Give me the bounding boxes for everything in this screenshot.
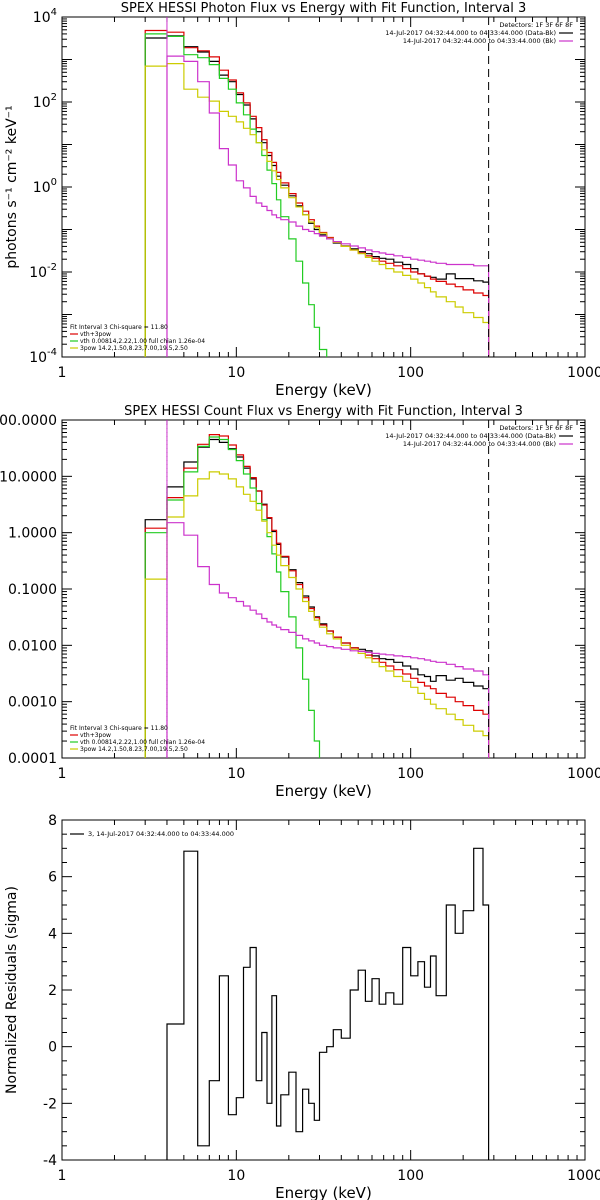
y-tick-label: 10-4 — [29, 347, 57, 366]
legend-label: vth 0.00814,2.22,1.00 full chian 1.26e-0… — [80, 739, 205, 746]
legend-label: 3, 14-Jul-2017 04:32:44.000 to 04:33:44.… — [88, 830, 234, 838]
x-tick-label: 1 — [58, 766, 67, 782]
x-tick-label: 100 — [397, 766, 424, 782]
y-tick-exponent: 2 — [51, 92, 57, 103]
x-tick-label: 100 — [397, 1168, 424, 1184]
y-tick-label: 10-2 — [29, 262, 57, 281]
x-axis-label: Energy (keV) — [275, 782, 372, 800]
y-axis-label: photons s⁻¹ cm⁻² keV⁻¹ — [4, 105, 20, 268]
series-group — [144, 434, 490, 758]
legend-bottom: Fit Interval 3 Chi-square = 11.80vth+3po… — [70, 725, 205, 753]
legend-label: vth+3pow — [80, 331, 111, 338]
series-group — [144, 29, 490, 357]
legend-label: 3pow 14.2,1.50,8.23,7.00,19.5,2.50 — [80, 345, 188, 352]
x-axis-label: Energy (keV) — [275, 1184, 372, 1200]
legend-label: Fit Interval 3 Chi-square = 11.80 — [70, 725, 168, 732]
x-tick-label: 1000 — [567, 365, 600, 381]
legend-bottom: Fit Interval 3 Chi-square = 11.80vth+3po… — [70, 324, 205, 352]
y-tick-label: 0.0010 — [8, 695, 57, 711]
y-tick-label: -2 — [43, 1096, 57, 1112]
y-tick-label: 0.0001 — [8, 751, 57, 767]
y-tick-label: 1.0000 — [8, 526, 57, 542]
series-group — [166, 847, 490, 1160]
x-tick-label: 10 — [227, 365, 245, 381]
x-tick-label: 1000 — [567, 766, 600, 782]
y-tick-label: 4 — [48, 926, 57, 942]
y-tick-exponent: 4 — [51, 7, 57, 18]
y-tick-label: 100.0000 — [0, 413, 57, 429]
series-vth-3pow — [144, 434, 490, 758]
plot-frame — [61, 16, 586, 358]
y-tick-exponent: -4 — [47, 347, 57, 358]
y-tick-label: 100 — [33, 177, 57, 196]
series-data-bk — [144, 35, 490, 357]
y-tick-label: 0.0100 — [8, 638, 57, 654]
y-tick-label: 0.1000 — [8, 582, 57, 598]
x-tick-label: 100 — [397, 365, 424, 381]
legend-label: vth+3pow — [80, 732, 111, 739]
chart-title: SPEX HESSI Photon Flux vs Energy with Fi… — [121, 1, 527, 16]
series-bk — [166, 522, 490, 758]
series-residuals — [166, 847, 490, 1160]
series-vth-3pow — [144, 29, 490, 357]
legend-label: 14-Jul-2017 04:32:44.000 to 04:33:44.000… — [385, 432, 556, 440]
plot-frame — [61, 819, 586, 1161]
series-vth — [144, 436, 328, 758]
chart-title: SPEX HESSI Count Flux vs Energy with Fit… — [124, 404, 523, 419]
legend-label: Detectors: 1F 3F 6F 8F — [499, 424, 573, 432]
legend-label: 14-Jul-2017 04:32:44.000 to 04:33:44.000… — [403, 440, 556, 448]
y-tick-exponent: -2 — [47, 262, 57, 273]
series-vth — [144, 33, 334, 357]
y-tick-label: 6 — [48, 870, 57, 886]
x-tick-label: 10 — [227, 1168, 245, 1184]
y-tick-base: 10 — [33, 95, 51, 111]
x-tick-label: 1 — [58, 365, 67, 381]
legend-label: 14-Jul-2017 04:32:44.000 to 04:33:44.000… — [403, 37, 556, 45]
y-tick-label: -4 — [43, 1153, 57, 1169]
legend-label: 14-Jul-2017 04:32:44.000 to 04:33:44.000… — [385, 29, 556, 37]
legend-label: 3pow 14.2,1.50,8.23,7.00,19.5,2.50 — [80, 746, 188, 753]
legend-top: 3, 14-Jul-2017 04:32:44.000 to 04:33:44.… — [70, 830, 234, 838]
series-data-bk — [144, 438, 490, 758]
series-3pow — [144, 63, 490, 357]
x-tick-label: 1000 — [567, 1168, 600, 1184]
y-tick-base: 10 — [29, 265, 47, 281]
y-tick-exponent: 0 — [51, 177, 57, 188]
chart-panel-2: 1 10 100 1000 0.0001 0.0010 0.0100 0.1000 1.0000… — [0, 404, 600, 800]
y-tick-base: 10 — [33, 10, 51, 26]
x-tick-label: 1 — [58, 1168, 67, 1184]
series-bk — [166, 55, 490, 357]
x-tick-label: 10 — [227, 766, 245, 782]
y-tick-base: 10 — [29, 350, 47, 366]
y-tick-label: 2 — [48, 983, 57, 999]
legend-label: Detectors: 1F 3F 6F 8F — [499, 21, 573, 29]
legend-label: vth 0.00814,2.22,1.00 full chian 1.26e-0… — [80, 338, 205, 345]
y-tick-label: 104 — [33, 7, 57, 26]
x-axis-label: Energy (keV) — [275, 381, 372, 399]
series-3pow — [144, 471, 490, 758]
chart-panel-3: 1 10 100 1000 -4 -2 0 2 4 6 8 Energy (keV) Normalize… — [4, 813, 600, 1200]
y-tick-label: 0 — [48, 1040, 57, 1056]
plot-frame — [61, 419, 586, 759]
y-axis-label: Normalized Residuals (sigma) — [4, 886, 20, 1094]
y-tick-label: 102 — [33, 92, 57, 111]
legend-label: Fit Interval 3 Chi-square = 11.80 — [70, 324, 168, 331]
y-tick-label: 8 — [48, 813, 57, 829]
y-tick-label: 10.0000 — [0, 469, 57, 485]
y-tick-base: 10 — [33, 180, 51, 196]
